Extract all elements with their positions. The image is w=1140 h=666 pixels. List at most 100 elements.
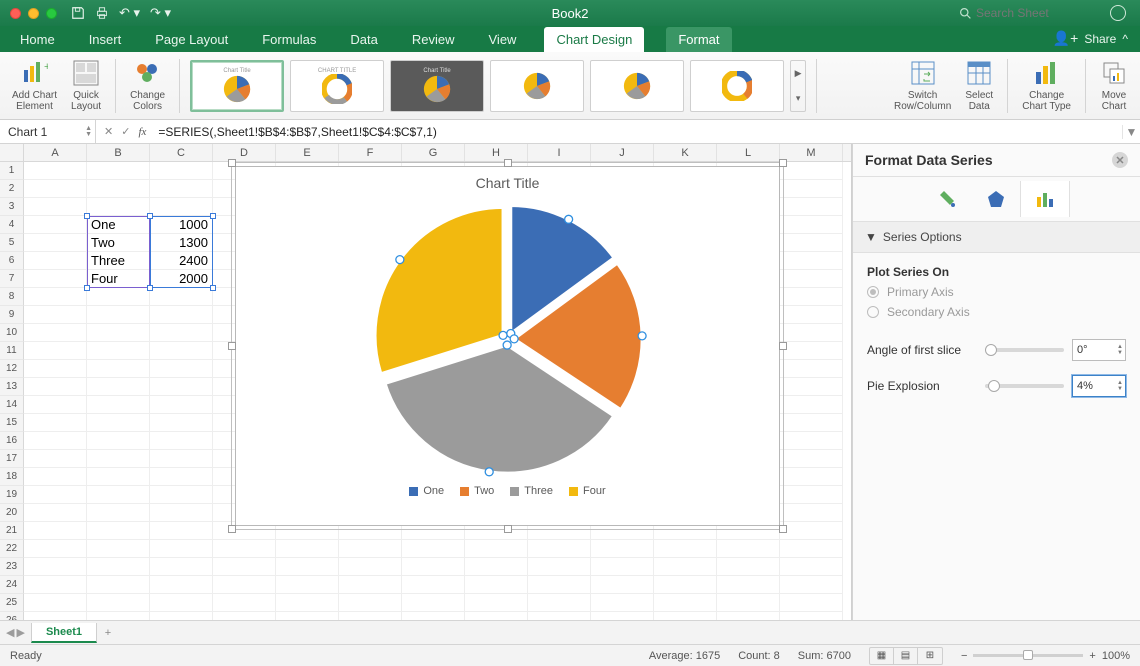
tab-data[interactable]: Data [344,27,383,52]
select-all-corner[interactable] [0,144,24,161]
cell[interactable] [591,576,654,594]
cell[interactable]: 1300 [150,234,213,252]
name-box[interactable]: Chart 1▲▼ [0,120,96,143]
row-header[interactable]: 9 [0,306,24,324]
cell[interactable] [780,540,843,558]
cell[interactable] [213,612,276,620]
column-header[interactable]: C [150,144,213,161]
cell[interactable] [87,504,150,522]
legend-item[interactable]: Two [460,485,494,497]
cell[interactable] [402,558,465,576]
cell[interactable] [717,558,780,576]
cell[interactable] [150,342,213,360]
spreadsheet-grid[interactable]: ABCDEFGHIJKLM 1234One10005Two13006Three2… [0,144,852,620]
cell[interactable] [150,504,213,522]
cell[interactable] [87,432,150,450]
cell[interactable] [24,396,87,414]
cell[interactable] [24,378,87,396]
cell[interactable] [213,558,276,576]
cell[interactable] [780,486,843,504]
cell[interactable] [150,360,213,378]
column-header[interactable]: H [465,144,528,161]
search-sheet[interactable] [959,6,1086,20]
cell[interactable] [780,270,843,288]
cell[interactable] [24,594,87,612]
cell[interactable] [780,306,843,324]
cell[interactable] [24,432,87,450]
cell[interactable] [465,594,528,612]
tab-formulas[interactable]: Formulas [256,27,322,52]
cell[interactable] [402,576,465,594]
explosion-slider[interactable] [985,384,1064,388]
cell[interactable] [654,594,717,612]
row-header[interactable]: 26 [0,612,24,620]
row-header[interactable]: 2 [0,180,24,198]
column-header[interactable]: E [276,144,339,161]
tab-insert[interactable]: Insert [83,27,128,52]
chart-style-6[interactable] [690,60,784,112]
cell[interactable] [780,504,843,522]
column-header[interactable]: J [591,144,654,161]
cell[interactable] [87,378,150,396]
cell[interactable] [528,594,591,612]
cell[interactable] [87,342,150,360]
cell[interactable] [150,306,213,324]
cell[interactable] [780,180,843,198]
cell[interactable] [24,288,87,306]
share-button[interactable]: 👤+Share^ [1053,30,1128,47]
chart-style-1[interactable]: Chart Title [190,60,284,112]
style-gallery-nav[interactable]: ▶▾ [790,60,806,112]
cell[interactable] [150,378,213,396]
formula-input[interactable]: =SERIES(,Sheet1!$B$4:$B$7,Sheet1!$C$4:$C… [154,125,1122,139]
cell[interactable] [780,162,843,180]
save-icon[interactable] [71,6,85,20]
cell[interactable] [402,594,465,612]
cell[interactable] [339,594,402,612]
cell[interactable]: Two [87,234,150,252]
cell[interactable] [528,558,591,576]
cell[interactable] [87,414,150,432]
cell[interactable] [591,558,654,576]
chart-style-5[interactable] [590,60,684,112]
cell[interactable] [465,576,528,594]
cell[interactable] [780,576,843,594]
cell[interactable] [339,576,402,594]
cell[interactable] [24,468,87,486]
angle-slider[interactable] [985,348,1064,352]
legend-item[interactable]: One [409,485,444,497]
tab-page-layout[interactable]: Page Layout [149,27,234,52]
chart-style-2[interactable]: CHART TITLE [290,60,384,112]
cell[interactable] [528,612,591,620]
cell[interactable] [276,612,339,620]
cell[interactable] [780,594,843,612]
cell[interactable] [780,234,843,252]
cell[interactable] [654,540,717,558]
row-header[interactable]: 6 [0,252,24,270]
row-header[interactable]: 8 [0,288,24,306]
cell[interactable] [780,342,843,360]
enter-formula-icon[interactable]: ✓ [121,125,130,138]
change-colors-button[interactable]: Change Colors [126,57,169,114]
row-header[interactable]: 3 [0,198,24,216]
cell[interactable] [528,576,591,594]
row-header[interactable]: 13 [0,378,24,396]
cell[interactable] [465,540,528,558]
column-header[interactable]: L [717,144,780,161]
cell[interactable] [24,522,87,540]
column-header[interactable]: A [24,144,87,161]
cell[interactable] [654,612,717,620]
chart-legend[interactable]: OneTwoThreeFour [236,485,779,497]
cell[interactable] [24,270,87,288]
cell[interactable] [24,576,87,594]
cell[interactable] [276,558,339,576]
cell[interactable] [780,558,843,576]
row-header[interactable]: 10 [0,324,24,342]
column-header[interactable]: G [402,144,465,161]
cell[interactable] [780,252,843,270]
cell[interactable] [276,594,339,612]
cell[interactable] [87,396,150,414]
cell[interactable] [780,522,843,540]
cell[interactable] [528,540,591,558]
cell[interactable] [150,450,213,468]
row-header[interactable]: 12 [0,360,24,378]
